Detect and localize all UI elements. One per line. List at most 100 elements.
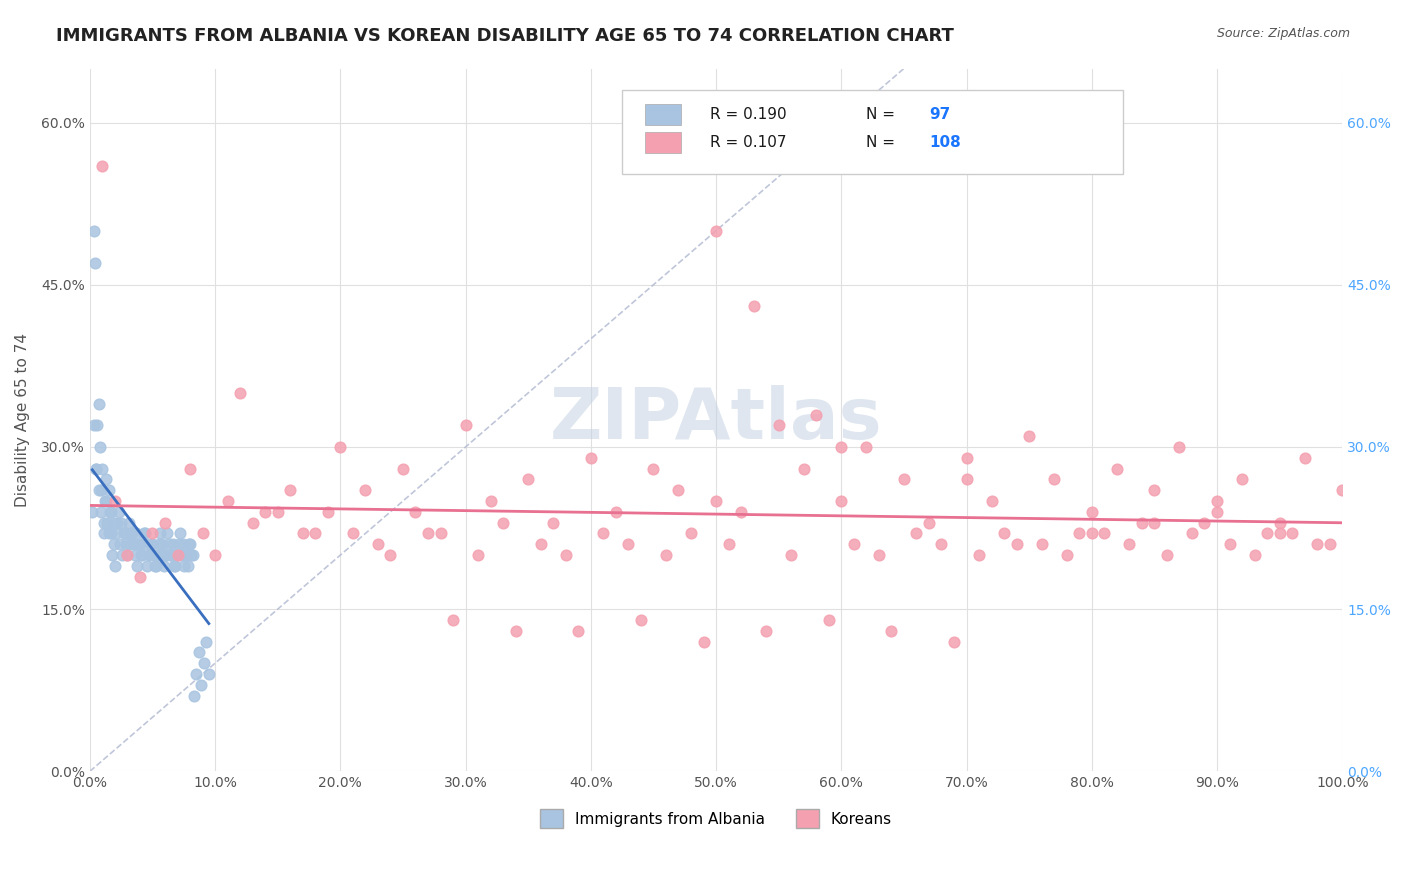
Point bbox=[204, 548, 226, 562]
Point bbox=[1005, 537, 1028, 551]
Point bbox=[441, 613, 464, 627]
Point bbox=[148, 537, 170, 551]
Point bbox=[1319, 537, 1341, 551]
Point bbox=[1130, 516, 1153, 530]
Point bbox=[179, 537, 201, 551]
Point bbox=[186, 667, 208, 681]
Point bbox=[195, 634, 218, 648]
Point bbox=[181, 548, 204, 562]
Point bbox=[717, 537, 740, 551]
Point bbox=[122, 537, 145, 551]
Point bbox=[1168, 440, 1191, 454]
Point bbox=[169, 526, 191, 541]
Point bbox=[103, 516, 125, 530]
Point bbox=[118, 537, 141, 551]
Point bbox=[155, 548, 177, 562]
Point bbox=[793, 461, 815, 475]
Point bbox=[655, 548, 678, 562]
Legend: Immigrants from Albania, Koreans: Immigrants from Albania, Koreans bbox=[534, 803, 898, 834]
Point bbox=[166, 548, 188, 562]
Point bbox=[893, 472, 915, 486]
Point bbox=[967, 548, 990, 562]
Point bbox=[704, 224, 727, 238]
Point bbox=[291, 526, 314, 541]
Point bbox=[152, 537, 174, 551]
Point bbox=[138, 548, 160, 562]
Text: N =: N = bbox=[866, 107, 896, 121]
Point bbox=[179, 461, 201, 475]
Text: 97: 97 bbox=[929, 107, 950, 121]
Text: R = 0.107: R = 0.107 bbox=[710, 135, 786, 150]
Text: ZIPAtlas: ZIPAtlas bbox=[550, 385, 883, 454]
Point bbox=[1206, 505, 1229, 519]
Point bbox=[1031, 537, 1053, 551]
Point bbox=[1156, 548, 1178, 562]
Point bbox=[91, 461, 114, 475]
Point bbox=[114, 526, 136, 541]
Point bbox=[117, 548, 139, 562]
Point bbox=[304, 526, 326, 541]
Point bbox=[354, 483, 377, 498]
Point bbox=[94, 494, 117, 508]
Point bbox=[1118, 537, 1140, 551]
Text: R = 0.190: R = 0.190 bbox=[710, 107, 786, 121]
Point bbox=[173, 558, 195, 573]
Point bbox=[83, 418, 105, 433]
Point bbox=[830, 494, 852, 508]
Point bbox=[880, 624, 903, 638]
Point bbox=[118, 516, 141, 530]
Point bbox=[150, 548, 173, 562]
Point bbox=[1069, 526, 1091, 541]
Point bbox=[868, 548, 890, 562]
Point bbox=[129, 570, 152, 584]
Point bbox=[931, 537, 953, 551]
Point bbox=[142, 548, 165, 562]
Point bbox=[405, 505, 427, 519]
Point bbox=[94, 494, 117, 508]
Point bbox=[83, 256, 105, 270]
Point bbox=[110, 516, 132, 530]
Point bbox=[1256, 526, 1278, 541]
Point bbox=[1230, 472, 1253, 486]
Point bbox=[1056, 548, 1078, 562]
Point bbox=[135, 537, 157, 551]
FancyBboxPatch shape bbox=[645, 104, 681, 125]
Point bbox=[174, 548, 197, 562]
FancyBboxPatch shape bbox=[621, 89, 1123, 174]
Point bbox=[505, 624, 527, 638]
Point bbox=[82, 505, 104, 519]
Point bbox=[905, 526, 928, 541]
Point bbox=[129, 537, 152, 551]
Point bbox=[692, 634, 714, 648]
Point bbox=[830, 440, 852, 454]
Point bbox=[367, 537, 389, 551]
Text: IMMIGRANTS FROM ALBANIA VS KOREAN DISABILITY AGE 65 TO 74 CORRELATION CHART: IMMIGRANTS FROM ALBANIA VS KOREAN DISABI… bbox=[56, 27, 955, 45]
Point bbox=[392, 461, 415, 475]
Point bbox=[143, 558, 166, 573]
Point bbox=[141, 537, 163, 551]
Point bbox=[1331, 483, 1354, 498]
Point bbox=[605, 505, 627, 519]
Point bbox=[93, 526, 115, 541]
Point bbox=[1143, 483, 1166, 498]
Point bbox=[111, 548, 134, 562]
Point bbox=[643, 461, 665, 475]
Point bbox=[1243, 548, 1265, 562]
Point bbox=[87, 397, 110, 411]
Point bbox=[617, 537, 640, 551]
Point bbox=[162, 537, 184, 551]
Point bbox=[153, 548, 176, 562]
FancyBboxPatch shape bbox=[645, 133, 681, 153]
Point bbox=[100, 505, 122, 519]
Point bbox=[163, 558, 186, 573]
Point bbox=[132, 526, 155, 541]
Point bbox=[98, 505, 121, 519]
Point bbox=[1081, 526, 1104, 541]
Point bbox=[1294, 450, 1316, 465]
Point bbox=[267, 505, 290, 519]
Point bbox=[100, 526, 122, 541]
Point bbox=[1105, 461, 1128, 475]
Point bbox=[93, 516, 115, 530]
Point bbox=[842, 537, 865, 551]
Point bbox=[101, 548, 124, 562]
